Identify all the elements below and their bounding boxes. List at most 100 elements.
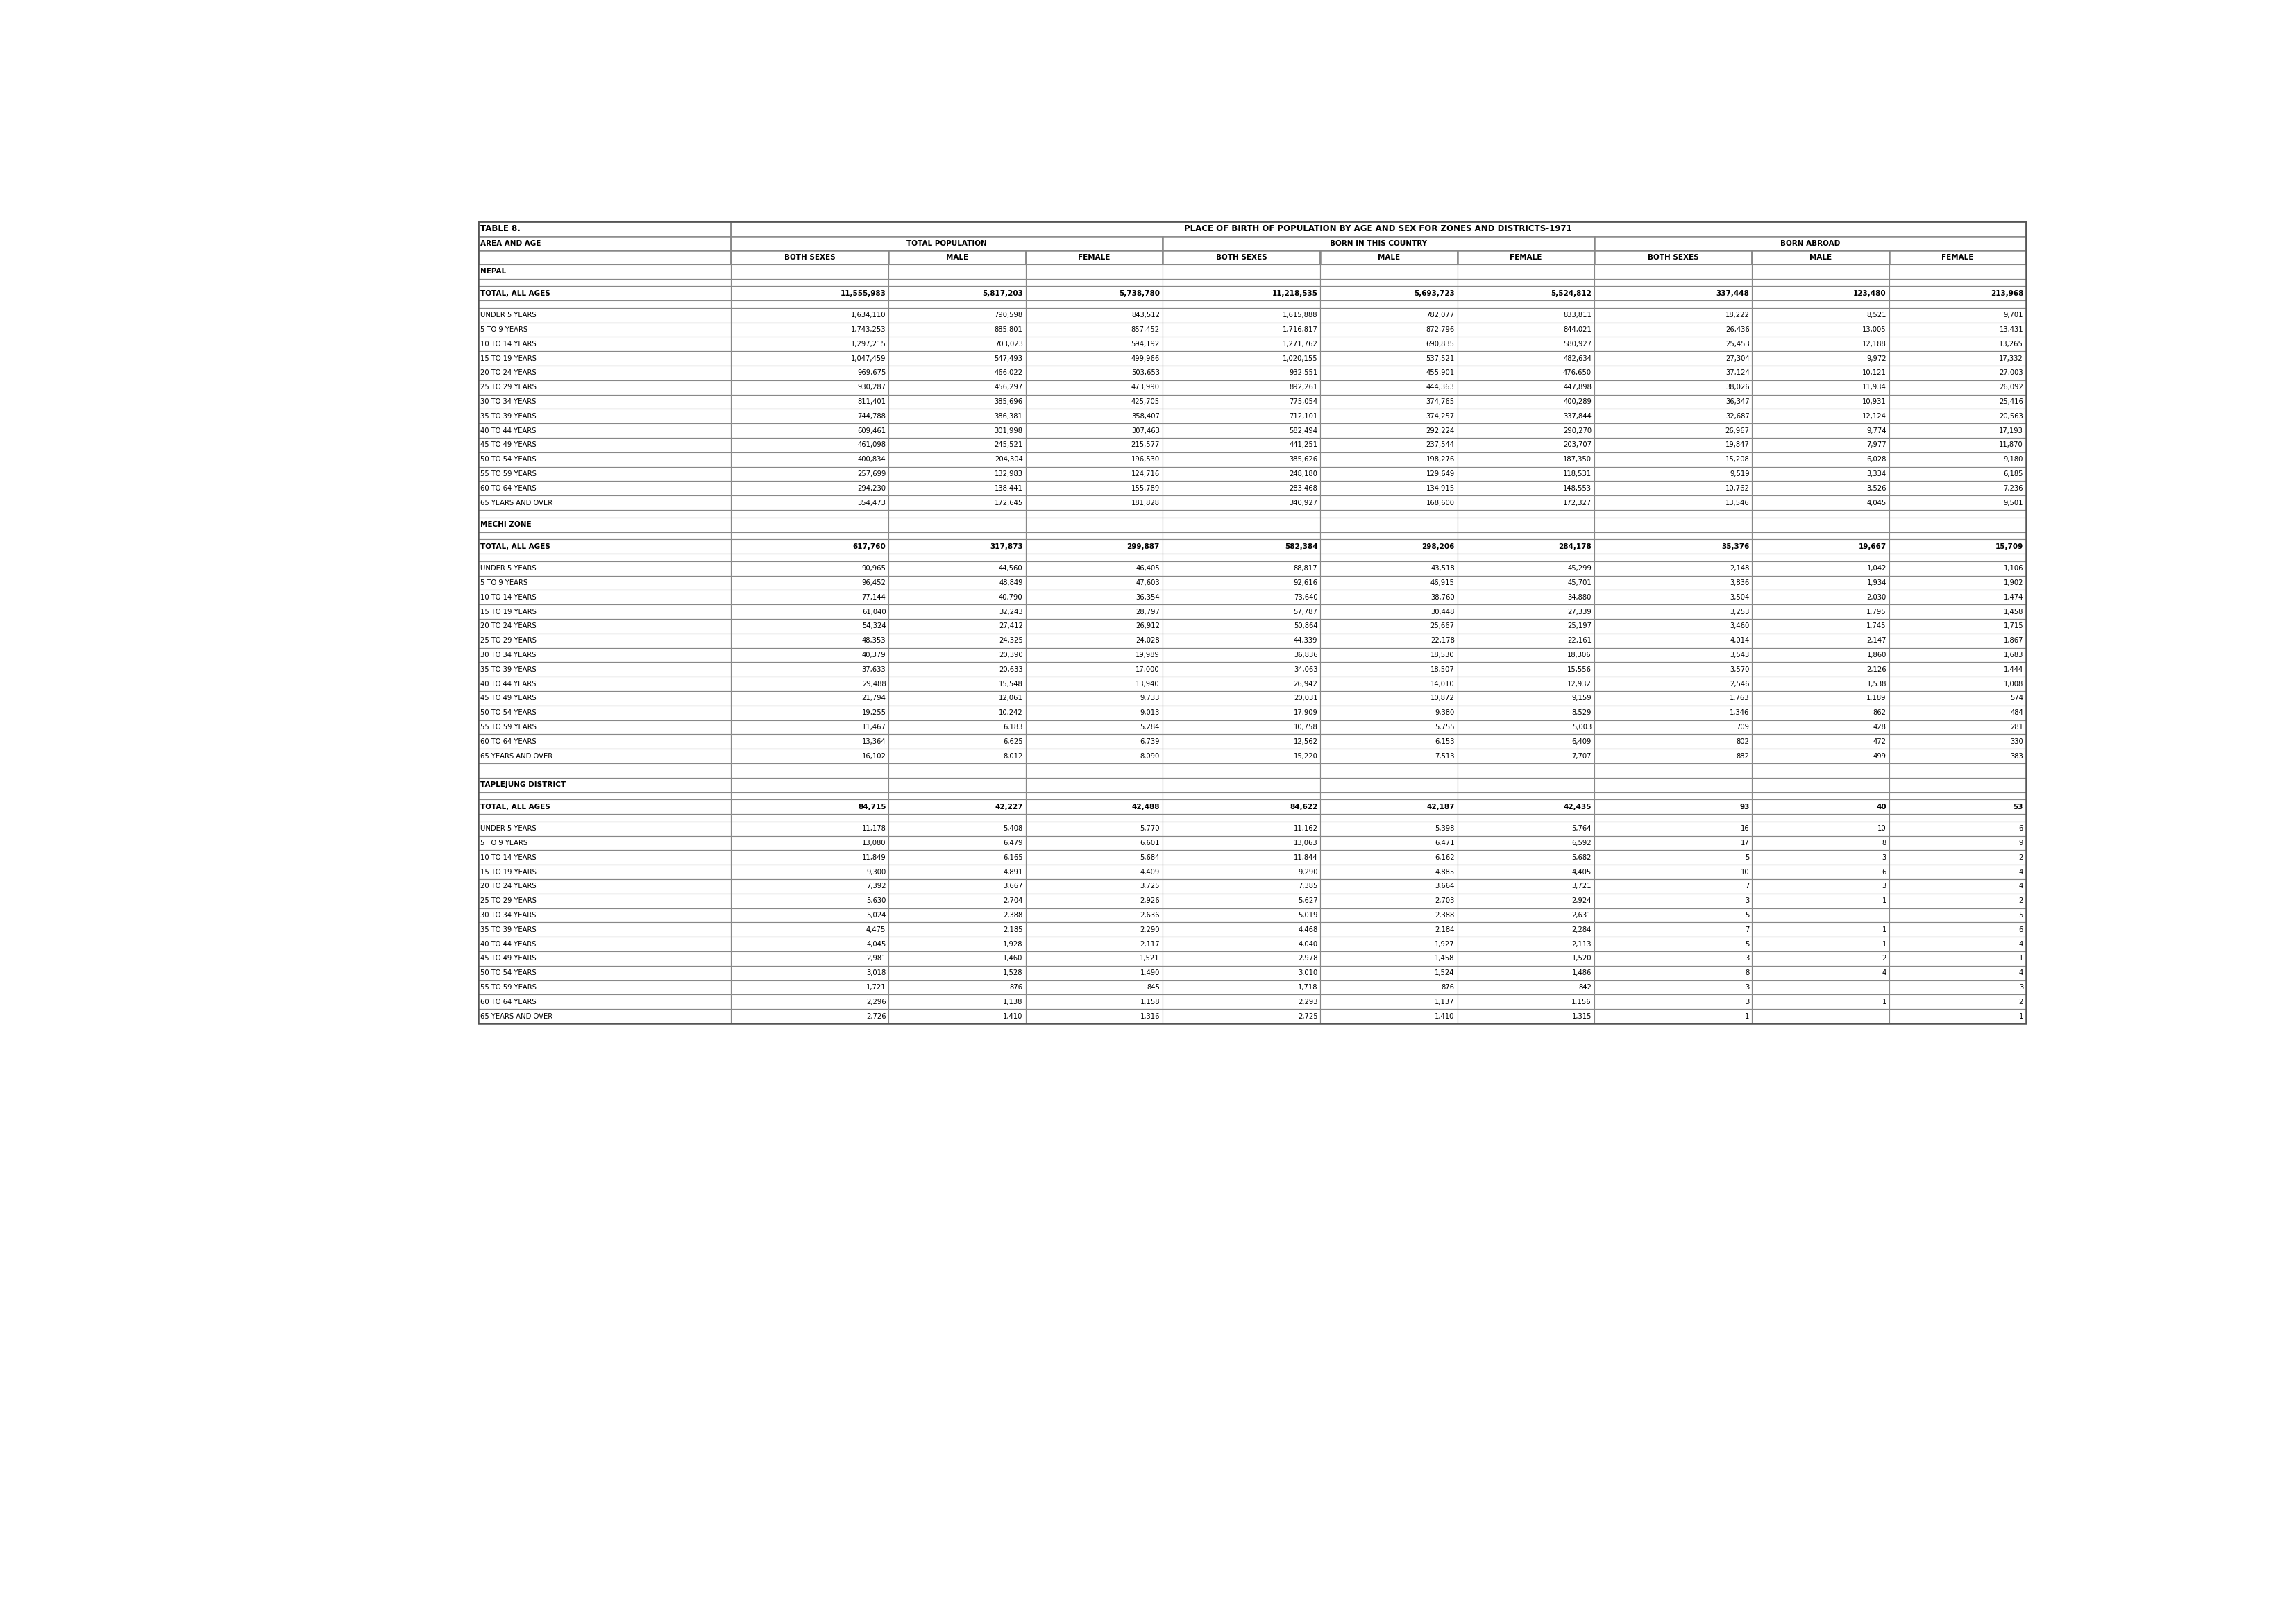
Bar (1162, 980, 1320, 995)
Bar (1593, 323, 1752, 338)
Text: 18,222: 18,222 (1724, 312, 1750, 318)
Text: 44,560: 44,560 (999, 565, 1022, 571)
Bar (1593, 995, 1752, 1010)
Bar (1162, 677, 1320, 691)
Bar (1320, 480, 1458, 495)
Text: 50 TO 54 YEARS: 50 TO 54 YEARS (480, 709, 537, 716)
Bar (1162, 633, 1320, 648)
Bar (1320, 800, 1458, 815)
Bar (1320, 951, 1458, 966)
Bar (1026, 980, 1162, 995)
Bar (1162, 691, 1320, 706)
Bar (478, 365, 730, 380)
Bar (478, 792, 730, 800)
Text: 744,788: 744,788 (856, 412, 886, 420)
Text: 26,942: 26,942 (1293, 680, 1318, 688)
Text: 12,932: 12,932 (1568, 680, 1591, 688)
Bar (1593, 286, 1752, 300)
Bar (1458, 518, 1593, 532)
Bar (1026, 821, 1162, 836)
Bar (478, 734, 730, 748)
Text: 4,014: 4,014 (1729, 638, 1750, 644)
Bar (889, 604, 1026, 618)
Bar (1593, 677, 1752, 691)
Text: 7,236: 7,236 (2004, 485, 2023, 492)
Bar (1458, 618, 1593, 633)
Bar (1026, 618, 1162, 633)
Text: 20,031: 20,031 (1293, 695, 1318, 701)
Text: 20,390: 20,390 (999, 651, 1022, 659)
Text: 857,452: 857,452 (1132, 326, 1159, 333)
Bar (1026, 865, 1162, 880)
Bar (1026, 424, 1162, 438)
Bar (1026, 706, 1162, 721)
Bar (889, 836, 1026, 850)
Text: 5,524,812: 5,524,812 (1550, 291, 1591, 297)
Bar (730, 821, 889, 836)
Text: 15,548: 15,548 (999, 680, 1022, 688)
Bar (1752, 748, 1890, 763)
Bar (1320, 394, 1458, 409)
Bar (1026, 951, 1162, 966)
Text: 9,180: 9,180 (2004, 456, 2023, 463)
Text: 1,410: 1,410 (1003, 1013, 1022, 1019)
Bar (1162, 576, 1320, 591)
Text: 20 TO 24 YEARS: 20 TO 24 YEARS (480, 623, 537, 630)
Bar (1593, 424, 1752, 438)
Text: 428: 428 (1874, 724, 1887, 730)
Text: 1,474: 1,474 (2004, 594, 2023, 601)
Text: 3,526: 3,526 (1867, 485, 1887, 492)
Bar (1458, 966, 1593, 980)
Bar (1890, 300, 2025, 308)
Bar (1320, 763, 1458, 777)
Bar (1890, 495, 2025, 510)
Text: 124,716: 124,716 (1132, 471, 1159, 477)
Bar (730, 265, 889, 279)
Bar (1026, 966, 1162, 980)
Bar (1593, 480, 1752, 495)
Text: 45 TO 49 YEARS: 45 TO 49 YEARS (480, 954, 537, 962)
Bar (1162, 365, 1320, 380)
Text: 2,185: 2,185 (1003, 927, 1022, 933)
Bar (889, 438, 1026, 453)
Bar (1026, 995, 1162, 1010)
Bar (730, 1010, 889, 1024)
Bar (1890, 880, 2025, 894)
Bar (1162, 880, 1320, 894)
Text: 4,409: 4,409 (1141, 868, 1159, 875)
Text: 482,634: 482,634 (1564, 355, 1591, 362)
Bar (1026, 480, 1162, 495)
Bar (1458, 951, 1593, 966)
Bar (730, 338, 889, 351)
Text: 47,603: 47,603 (1137, 579, 1159, 586)
Text: 12,188: 12,188 (1862, 341, 1887, 347)
Text: 3,253: 3,253 (1729, 609, 1750, 615)
Text: 3,018: 3,018 (866, 969, 886, 977)
Text: 574: 574 (2009, 695, 2023, 701)
Text: 84,715: 84,715 (859, 803, 886, 810)
Text: 281: 281 (2009, 724, 2023, 730)
Bar (1026, 323, 1162, 338)
Bar (1320, 995, 1458, 1010)
Text: 36,354: 36,354 (1137, 594, 1159, 601)
Text: 709: 709 (1736, 724, 1750, 730)
Bar (1593, 553, 1752, 562)
Bar (1458, 865, 1593, 880)
Bar (1593, 836, 1752, 850)
Text: 6,739: 6,739 (1139, 738, 1159, 745)
Bar (1162, 338, 1320, 351)
Bar (478, 880, 730, 894)
Bar (1593, 394, 1752, 409)
Text: 842: 842 (1577, 984, 1591, 992)
Bar (478, 951, 730, 966)
Bar (1320, 880, 1458, 894)
Bar (889, 922, 1026, 936)
Text: 25,416: 25,416 (2000, 398, 2023, 406)
Bar (1890, 815, 2025, 821)
Bar (1890, 323, 2025, 338)
Bar (1752, 338, 1890, 351)
Bar (1752, 836, 1890, 850)
Text: 25 TO 29 YEARS: 25 TO 29 YEARS (480, 385, 537, 391)
Text: 5: 5 (2018, 912, 2023, 919)
Text: 6,471: 6,471 (1435, 839, 1456, 847)
